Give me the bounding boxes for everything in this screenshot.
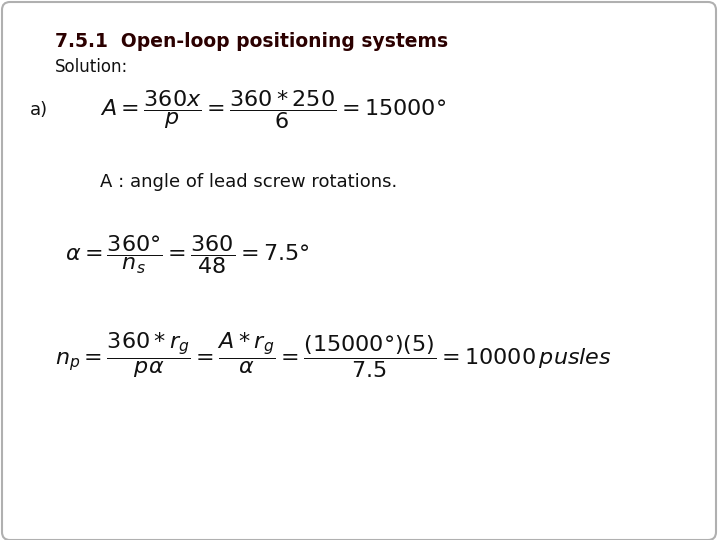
Text: $n_p = \dfrac{360*r_g}{p\alpha} = \dfrac{A*r_g}{\alpha} = \dfrac{(15000°)(5)}{7.: $n_p = \dfrac{360*r_g}{p\alpha} = \dfrac… — [55, 330, 612, 380]
Text: $\alpha = \dfrac{360°}{n_s} = \dfrac{360}{48} = 7.5°$: $\alpha = \dfrac{360°}{n_s} = \dfrac{360… — [65, 233, 310, 276]
Text: 7.5.1  Open-loop positioning systems: 7.5.1 Open-loop positioning systems — [55, 32, 448, 51]
Text: a): a) — [30, 101, 48, 119]
Text: Solution:: Solution: — [55, 58, 128, 76]
Text: A : angle of lead screw rotations.: A : angle of lead screw rotations. — [100, 173, 397, 191]
Text: $A = \dfrac{360x}{p} = \dfrac{360*250}{6} = 15000°$: $A = \dfrac{360x}{p} = \dfrac{360*250}{6… — [100, 89, 446, 131]
